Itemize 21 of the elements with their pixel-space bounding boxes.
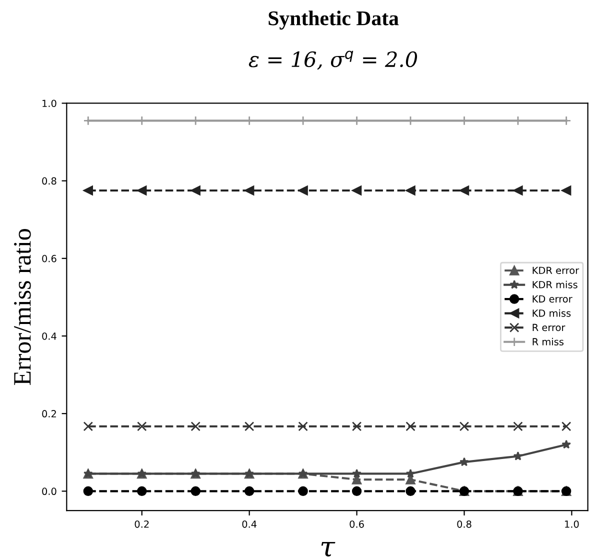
chart-subtitle: ε = 16, σ$^{q}$ = 2.0 xyxy=(248,50,418,70)
legend-label: KDR miss xyxy=(532,280,578,288)
y-tick-label: 0.6 xyxy=(42,254,56,262)
y-tick-label: 0.8 xyxy=(42,177,56,185)
y-axis-title: Error/miss ratio xyxy=(14,229,31,385)
x-tick-label: 0.6 xyxy=(350,520,364,528)
x-tick-label: 1.0 xyxy=(565,520,579,528)
y-tick-label: 0.0 xyxy=(42,488,56,496)
chart-title: Synthetic Data xyxy=(268,10,399,30)
legend-label: KD error xyxy=(532,295,572,303)
x-tick-label: 0.4 xyxy=(242,520,257,528)
y-tick-label: 0.2 xyxy=(42,410,56,418)
legend-label: R miss xyxy=(532,338,564,346)
y-tick-label: 1.0 xyxy=(42,100,56,108)
x-axis-title: τ xyxy=(321,542,336,557)
x-tick-label: 0.8 xyxy=(457,520,472,528)
legend-label: KDR error xyxy=(532,266,580,274)
y-tick-label: 0.4 xyxy=(42,332,56,340)
legend-label: R error xyxy=(532,324,566,332)
legend-label: KD miss xyxy=(532,309,571,317)
x-tick-label: 0.2 xyxy=(134,520,149,528)
